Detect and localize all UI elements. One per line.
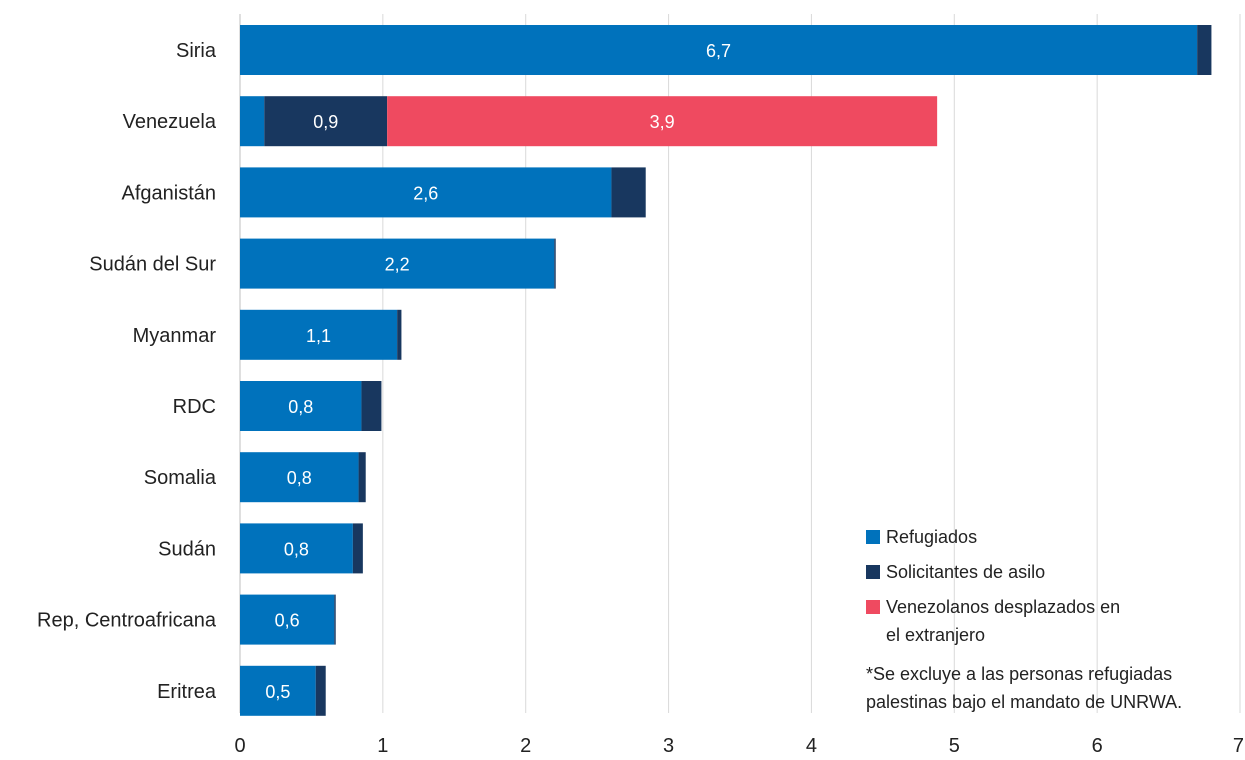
- bar-myanmar-solicitantes-de-asilo: [397, 309, 402, 360]
- category-label-siria: Siria: [176, 40, 217, 62]
- data-label-sudan-del-sur-refugiados: 2,2: [385, 255, 410, 275]
- category-label-rep-centroafricana: Rep, Centroafricana: [37, 610, 217, 632]
- x-tick-label-2: 2: [520, 735, 531, 757]
- x-tick-label-0: 0: [234, 735, 245, 757]
- x-tick-label-4: 4: [806, 735, 817, 757]
- footnote-line-2: palestinas bajo el mandato de UNRWA.: [866, 692, 1182, 712]
- category-label-myanmar: Myanmar: [133, 325, 217, 347]
- x-tick-label-5: 5: [949, 735, 960, 757]
- data-label-eritrea-refugiados: 0,5: [265, 682, 290, 702]
- data-label-somalia-refugiados: 0,8: [287, 468, 312, 488]
- legend-swatch-solicitantes-de-asilo: [866, 565, 880, 579]
- data-label-venezuela-venezolanos-desplazados-en-el-extranjero: 3,9: [650, 112, 675, 132]
- bar-sudan-del-sur-refugiados: [240, 238, 555, 289]
- x-tick-label-7: 7: [1233, 735, 1244, 757]
- bar-somalia-refugiados: [240, 452, 359, 503]
- data-label-afganistan-refugiados: 2,6: [413, 183, 438, 203]
- data-label-rdc-refugiados: 0,8: [288, 397, 313, 417]
- category-label-somalia: Somalia: [144, 467, 217, 489]
- bar-myanmar-refugiados: [240, 309, 398, 360]
- category-label-sudan: Sudán: [158, 538, 216, 560]
- bar-afganistan-refugiados: [240, 167, 612, 218]
- legend-label-solicitantes-de-asilo: Solicitantes de asilo: [886, 562, 1045, 582]
- category-label-venezuela: Venezuela: [123, 111, 217, 133]
- bar-siria-solicitantes-de-asilo: [1197, 25, 1212, 75]
- bar-somalia-solicitantes-de-asilo: [358, 452, 366, 503]
- bar-venezuela-refugiados: [240, 96, 265, 147]
- bar-sudan-refugiados: [240, 523, 353, 574]
- bar-eritrea-refugiados: [240, 665, 316, 716]
- legend-label-venezolanos-desplazados-en-el-extranjero-line-2: el extranjero: [886, 625, 985, 645]
- x-tick-label-6: 6: [1092, 735, 1103, 757]
- bar-sudan-solicitantes-de-asilo: [352, 523, 363, 574]
- legend-swatch-venezolanos-desplazados-en-el-extranjero: [866, 600, 880, 614]
- legend-label-venezolanos-desplazados-en-el-extranjero: Venezolanos desplazados en: [886, 597, 1120, 617]
- category-label-rdc: RDC: [173, 396, 216, 418]
- data-label-myanmar-refugiados: 1,1: [306, 326, 331, 346]
- x-tick-label-3: 3: [663, 735, 674, 757]
- category-label-sudan-del-sur: Sudán del Sur: [89, 254, 216, 276]
- bar-rdc-refugiados: [240, 381, 362, 431]
- bar-rep-centroafricana-refugiados: [240, 594, 335, 645]
- bar-sudan-del-sur-solicitantes-de-asilo: [554, 238, 556, 289]
- x-tick-label-1: 1: [377, 735, 388, 757]
- legend-swatch-refugiados: [866, 530, 880, 544]
- category-label-afganistan: Afganistán: [121, 182, 216, 204]
- data-label-siria-refugiados: 6,7: [706, 41, 731, 61]
- data-label-venezuela-solicitantes-de-asilo: 0,9: [313, 112, 338, 132]
- footnote-line-1: *Se excluye a las personas refugiadas: [866, 664, 1172, 684]
- bar-venezuela-solicitantes-de-asilo: [264, 96, 388, 147]
- bar-siria-refugiados: [240, 25, 1198, 75]
- bar-rdc-solicitantes-de-asilo: [361, 381, 382, 431]
- legend-label-refugiados: Refugiados: [886, 527, 977, 547]
- bar-venezuela-venezolanos-desplazados-en-el-extranjero: [387, 96, 938, 147]
- bar-rep-centroafricana-solicitantes-de-asilo: [334, 594, 336, 645]
- data-label-rep-centroafricana-refugiados: 0,6: [275, 611, 300, 631]
- bar-afganistan-solicitantes-de-asilo: [611, 167, 646, 218]
- data-label-sudan-refugiados: 0,8: [284, 539, 309, 559]
- bar-eritrea-solicitantes-de-asilo: [315, 665, 326, 716]
- category-label-eritrea: Eritrea: [157, 681, 217, 703]
